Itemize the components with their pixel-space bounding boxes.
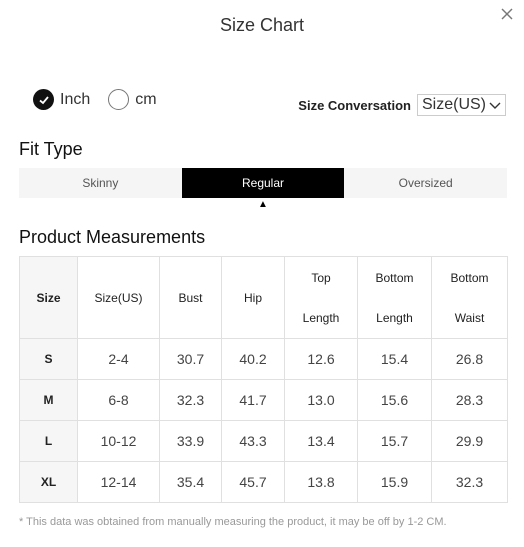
fit-option-oversized[interactable]: Oversized [398, 176, 453, 190]
column-header-line: Top [311, 270, 331, 285]
table-row: S 2-4 30.7 40.2 12.6 15.4 26.8 [19, 338, 508, 380]
table-cell: L [19, 420, 78, 462]
column-header-line: Length [302, 310, 340, 325]
table-row: M 6-8 32.3 41.7 13.0 15.6 28.3 [19, 379, 508, 421]
table-cell: 13.4 [284, 420, 358, 462]
table-cell: S [19, 338, 78, 380]
table-cell: 15.7 [357, 420, 432, 462]
column-header-line: Bottom [450, 270, 489, 285]
size-conversion-value: Size(US) [421, 96, 486, 113]
size-conversion: Size Conversation Size(US) [298, 94, 506, 116]
size-conversion-select[interactable]: Size(US) [416, 94, 506, 116]
column-header-line: Length [376, 310, 413, 325]
table-cell: XL [19, 461, 78, 503]
fit-type-selector: Skinny Regular Oversized [19, 168, 507, 198]
table-cell: 33.9 [159, 420, 222, 462]
column-header-size: Size [19, 256, 78, 339]
column-header-bottom-waist: Bottom Waist [431, 256, 508, 339]
measurements-table: Size Size(US) Bust Hip Top Length Bottom L… [19, 256, 508, 503]
selected-caret-icon: ▲ [258, 199, 268, 210]
fit-option-regular[interactable]: Regular [181, 168, 345, 198]
table-cell: 40.2 [221, 338, 285, 380]
table-cell: 41.7 [221, 379, 285, 421]
table-cell: 15.9 [357, 461, 432, 503]
table-cell: 12.6 [284, 338, 358, 380]
close-icon[interactable] [497, 4, 517, 24]
table-cell: 30.7 [159, 338, 222, 380]
column-header-line: Waist [454, 310, 485, 325]
unchecked-radio-icon [108, 89, 130, 110]
chevron-down-icon [489, 102, 501, 109]
table-cell: 43.3 [221, 420, 285, 462]
column-header-bust: Bust [159, 256, 222, 339]
table-cell: 12-14 [77, 461, 160, 503]
table-cell: 45.7 [221, 461, 285, 503]
table-cell: 13.8 [284, 461, 358, 503]
column-header-top-length: Top Length [284, 256, 358, 339]
unit-option-inch[interactable]: Inch [33, 89, 90, 110]
footnote: * This data was obtained from manually m… [19, 516, 447, 528]
table-cell: 15.4 [357, 338, 432, 380]
product-measurements-heading: Product Measurements [19, 227, 206, 247]
table-row: XL 12-14 35.4 45.7 13.8 15.9 32.3 [19, 461, 508, 503]
column-header-size-us: Size(US) [77, 256, 160, 339]
column-header-line: Bottom [375, 270, 414, 285]
table-cell: 6-8 [77, 379, 160, 421]
table-cell: 35.4 [159, 461, 222, 503]
table-cell: 32.3 [159, 379, 222, 421]
table-cell: 15.6 [357, 379, 432, 421]
table-cell: 2-4 [77, 338, 160, 380]
table-cell: 32.3 [431, 461, 508, 503]
table-cell: 10-12 [77, 420, 160, 462]
table-row: L 10-12 33.9 43.3 13.4 15.7 29.9 [19, 420, 508, 462]
size-conversion-label: Size Conversation [298, 97, 411, 113]
column-header-hip: Hip [221, 256, 285, 339]
table-header-row: Size Size(US) Bust Hip Top Length Bottom L… [19, 256, 508, 339]
table-cell: M [19, 379, 78, 421]
unit-label-inch: Inch [60, 90, 91, 108]
fit-option-skinny[interactable]: Skinny [82, 176, 119, 190]
unit-option-cm[interactable]: cm [108, 89, 157, 110]
dialog-title: Size Chart [219, 15, 305, 35]
table-cell: 26.8 [431, 338, 508, 380]
fit-type-heading: Fit Type [19, 139, 83, 159]
table-cell: 29.9 [431, 420, 508, 462]
unit-label-cm: cm [135, 90, 157, 108]
table-cell: 13.0 [284, 379, 358, 421]
checked-radio-icon [33, 89, 54, 110]
column-header-bottom-length: Bottom Length [357, 256, 432, 339]
table-cell: 28.3 [431, 379, 508, 421]
unit-selector: Inch cm [33, 89, 175, 110]
